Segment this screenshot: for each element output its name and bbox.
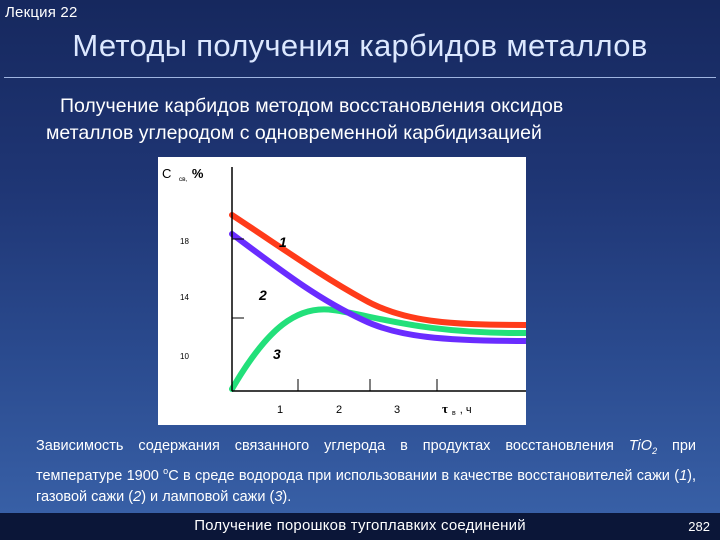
caption-ref-2: 2 <box>133 488 142 505</box>
x-tick-label-2: 2 <box>336 404 342 416</box>
y-tick-label-18: 18 <box>180 237 189 246</box>
x-tick-label-1: 1 <box>277 404 283 416</box>
page-number: 282 <box>688 519 710 534</box>
figure-caption: Зависимость содержания связанного углеро… <box>36 436 696 507</box>
caption-text-3: C в среде водорода при использовании в к… <box>168 468 680 485</box>
caption-ref-1: 1 <box>679 468 688 485</box>
series-curve-2 <box>229 231 526 344</box>
caption-text-5: ) и ламповой сажи ( <box>141 488 275 505</box>
series-label-3: 3 <box>273 346 281 362</box>
caption-degree: o <box>163 466 169 477</box>
caption-text-4: ), газовой сажи ( <box>36 468 696 505</box>
caption-formula: TiO2 <box>628 438 658 456</box>
slide-title: Методы получения карбидов металлов <box>72 28 648 63</box>
x-tick-label-3: 3 <box>394 404 400 416</box>
carbon-content-chart: C св, % 18 14 10 1 2 3 τ в , ч 1 2 3 <box>162 165 526 419</box>
caption-ref-3: 3 <box>274 488 283 505</box>
y-tick-label-10: 10 <box>180 352 189 361</box>
subtitle: Получение карбидов методом восстановлени… <box>0 93 720 147</box>
subtitle-line-2: металлов углеродом с одновременной карби… <box>46 122 542 144</box>
y-axis-label: C св, % <box>162 165 204 185</box>
series-label-1: 1 <box>279 234 287 250</box>
caption-text-6: ). <box>282 488 292 505</box>
subtitle-line-1: Получение карбидов методом восстановлени… <box>60 95 564 117</box>
series-curve-3 <box>229 306 526 392</box>
chart-panel: C св, % 18 14 10 1 2 3 τ в , ч 1 2 3 <box>158 157 526 425</box>
caption-text-2: при температуре 1900 <box>36 438 697 485</box>
x-axis-label: τ в , ч <box>442 400 472 419</box>
y-tick-label-14: 14 <box>180 293 189 302</box>
series-curve-1 <box>229 212 526 328</box>
series-label-2: 2 <box>258 287 267 303</box>
caption-text-1: Зависимость содержания связанного углеро… <box>36 438 614 454</box>
footer-bar <box>0 513 720 540</box>
footer-text: Получение порошков тугоплавких соединени… <box>194 517 526 534</box>
lecture-label: Лекция 22 <box>5 4 78 21</box>
title-divider <box>4 77 716 78</box>
